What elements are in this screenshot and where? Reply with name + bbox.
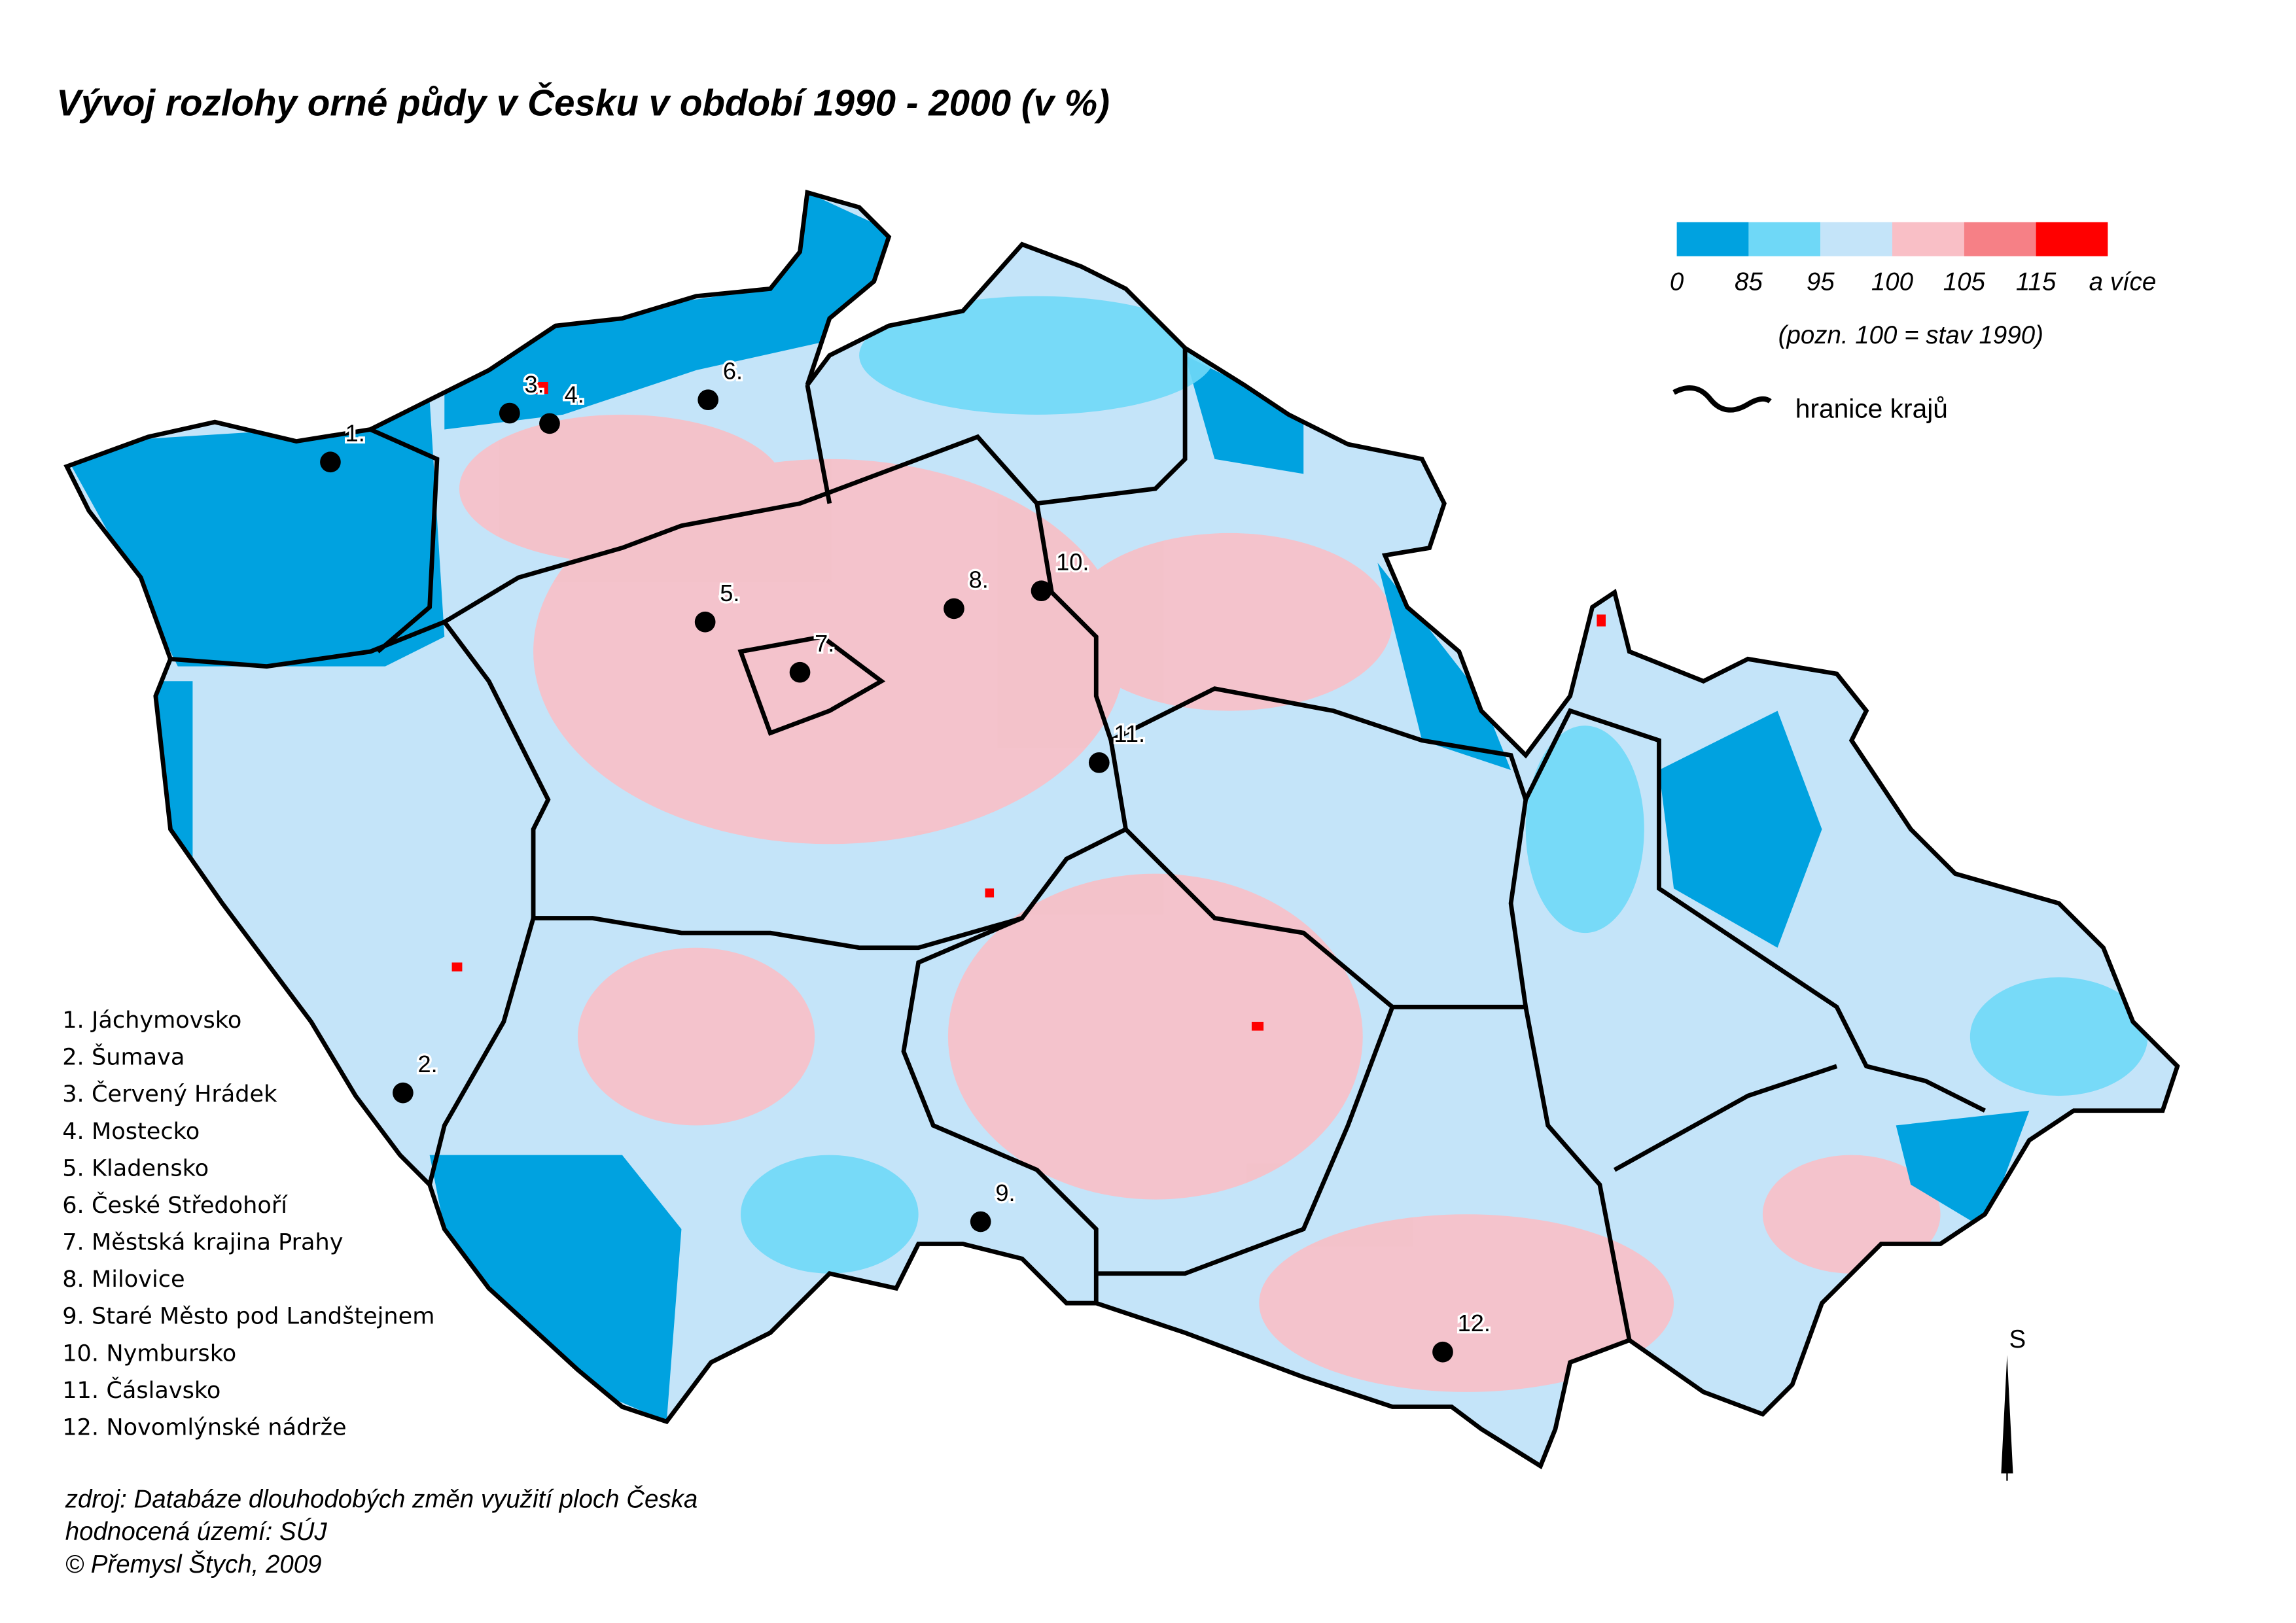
place-number: 1. bbox=[62, 1007, 84, 1034]
place-name: Kladensko bbox=[92, 1155, 209, 1181]
place-item: 9. Staré Město pod Landštejnem bbox=[62, 1303, 434, 1330]
source: zdroj: Databáze dlouhodobých změn využit… bbox=[65, 1484, 698, 1579]
marker-label: 3. bbox=[524, 371, 544, 398]
marker-label: 9. bbox=[995, 1179, 1015, 1206]
place-number: 4. bbox=[62, 1118, 84, 1145]
place-item: 10. Nymbursko bbox=[62, 1340, 236, 1367]
place-marker bbox=[1088, 752, 1110, 773]
legend-swatch bbox=[1748, 222, 1821, 256]
place-number: 11. bbox=[62, 1377, 99, 1404]
marker-label: 4. bbox=[565, 381, 584, 408]
place-number: 10. bbox=[62, 1340, 99, 1367]
place-name: Červený Hrádek bbox=[92, 1080, 277, 1108]
place-item: 11. Čáslavsko bbox=[62, 1376, 221, 1404]
border-label: hranice krajů bbox=[1795, 393, 1948, 423]
map-title: Vývoj rozlohy orné půdy v Česku v období… bbox=[56, 82, 1110, 124]
legend-label: 95 bbox=[1807, 268, 1835, 296]
place-marker bbox=[694, 611, 716, 633]
marker-label: 7. bbox=[815, 630, 834, 657]
place-number: 3. bbox=[62, 1081, 84, 1108]
marker-label: 6. bbox=[723, 358, 743, 385]
marker-label: 1. bbox=[345, 420, 365, 447]
place-item: 1. Jáchymovsko bbox=[62, 1007, 241, 1034]
place-item: 12. Novomlýnské nádrže bbox=[62, 1414, 346, 1441]
place-marker bbox=[970, 1211, 991, 1232]
marker-label: 8. bbox=[969, 567, 989, 593]
legend-swatch bbox=[1892, 222, 1964, 256]
legend-label: a více bbox=[2089, 268, 2157, 296]
place-name: Nymbursko bbox=[106, 1340, 236, 1367]
marker-label: 5. bbox=[720, 580, 739, 606]
source-line: © Přemysl Štych, 2009 bbox=[65, 1550, 322, 1579]
place-item: 8. Milovice bbox=[62, 1266, 185, 1293]
place-name: Mostecko bbox=[92, 1118, 200, 1145]
place-marker bbox=[499, 402, 520, 424]
marker-label: 11. bbox=[1114, 720, 1145, 747]
place-name: Městská krajina Prahy bbox=[92, 1229, 344, 1256]
region-borders bbox=[67, 192, 2178, 1466]
place-number: 5. bbox=[62, 1155, 84, 1181]
legend-label: 115 bbox=[2016, 268, 2057, 296]
place-marker bbox=[539, 413, 560, 434]
place-item: 3. Červený Hrádek bbox=[62, 1080, 277, 1108]
legend-label: 0 bbox=[1670, 268, 1684, 296]
legend-swatch bbox=[2036, 222, 2108, 256]
place-name: Novomlýnské nádrže bbox=[106, 1414, 346, 1441]
place-name: Jáchymovsko bbox=[90, 1007, 241, 1034]
place-number: 8. bbox=[62, 1266, 84, 1293]
place-number: 9. bbox=[62, 1303, 84, 1330]
place-name: Šumava bbox=[92, 1043, 185, 1071]
place-item: 4. Mostecko bbox=[62, 1118, 200, 1145]
legend-label: 85 bbox=[1735, 268, 1763, 296]
place-name: Staré Město pod Landštejnem bbox=[92, 1303, 434, 1330]
place-item: 6. České Středohoří bbox=[62, 1191, 288, 1219]
legend-swatch bbox=[1676, 222, 1749, 256]
legend: 0 85 95 100 105 115 a více bbox=[1670, 222, 2156, 296]
place-name: České Středohoří bbox=[92, 1191, 288, 1219]
place-name: Čáslavsko bbox=[106, 1376, 221, 1404]
compass: S bbox=[2001, 1325, 2026, 1481]
place-marker bbox=[789, 661, 811, 683]
place-item: 2. Šumava bbox=[62, 1043, 185, 1071]
place-marker bbox=[320, 451, 341, 473]
place-number: 6. bbox=[62, 1192, 84, 1219]
marker-label: 12. bbox=[1458, 1310, 1491, 1336]
legend-label: 105 bbox=[1943, 268, 1986, 296]
place-name: Milovice bbox=[92, 1266, 185, 1293]
legend-swatch bbox=[1820, 222, 1893, 256]
place-marker bbox=[698, 389, 719, 411]
place-marker bbox=[944, 598, 964, 620]
legend-note: (pozn. 100 = stav 1990) bbox=[1778, 321, 2043, 349]
legend-label: 100 bbox=[1871, 268, 1914, 296]
source-line: zdroj: Databáze dlouhodobých změn využit… bbox=[65, 1484, 698, 1513]
place-item: 5. Kladensko bbox=[62, 1155, 209, 1181]
marker-label: 10. bbox=[1056, 549, 1089, 576]
place-number: 2. bbox=[62, 1044, 84, 1071]
place-marker bbox=[393, 1082, 414, 1104]
place-marker bbox=[1432, 1341, 1453, 1363]
place-number: 7. bbox=[62, 1229, 84, 1256]
border-symbol bbox=[1672, 385, 1772, 413]
compass-label: S bbox=[2009, 1325, 2026, 1353]
marker-label: 2. bbox=[418, 1051, 438, 1077]
place-marker bbox=[1031, 580, 1052, 602]
place-item: 7. Městská krajina Prahy bbox=[62, 1229, 343, 1256]
place-markers: 1. 2. 3. 4. 5. 6. 7. 8. 9. 10. 11. 12. bbox=[320, 355, 1492, 1363]
source-line: hodnocená území: SÚJ bbox=[65, 1518, 328, 1546]
legend-swatch bbox=[1964, 222, 2036, 256]
place-number: 12. bbox=[62, 1414, 99, 1441]
